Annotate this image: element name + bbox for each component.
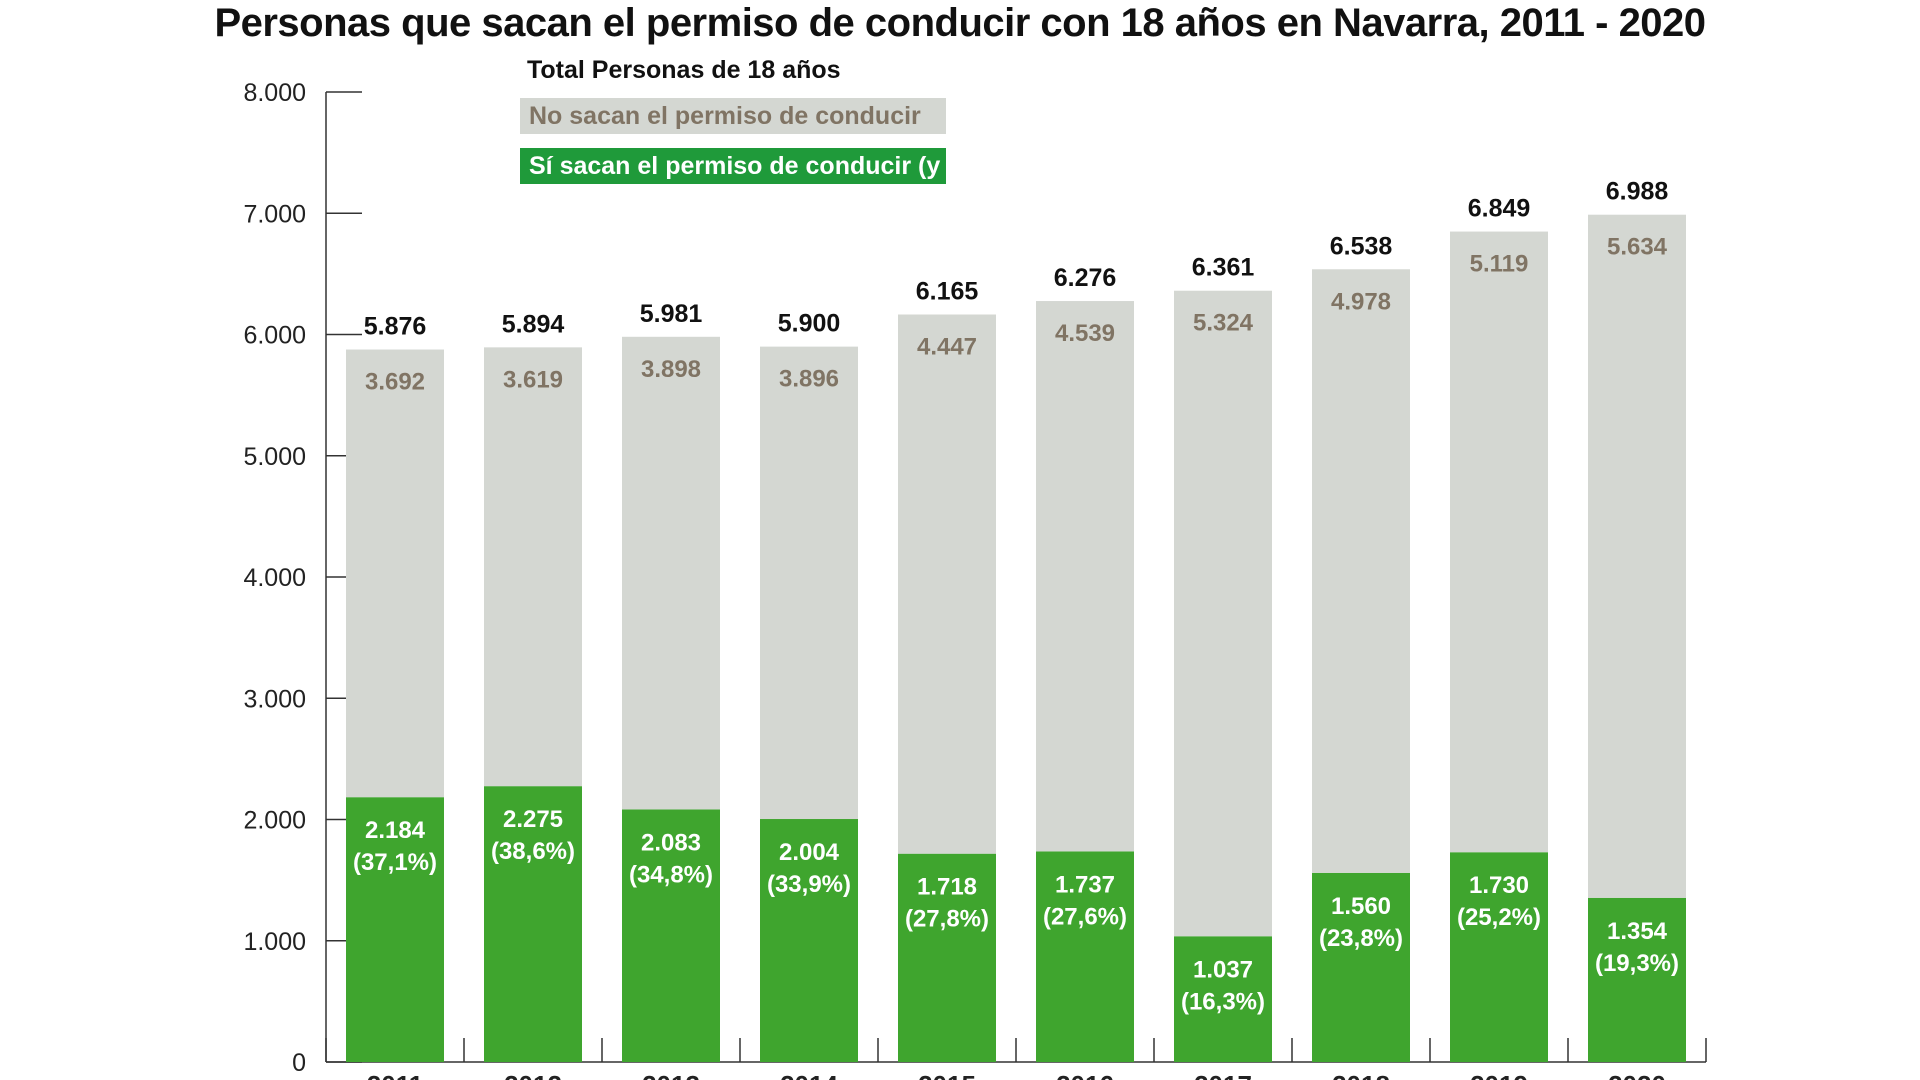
no-sacan-label: 4.978 (1331, 288, 1391, 315)
si-sacan-percent-label: (33,9%) (767, 871, 851, 898)
bar-no-sacan (346, 349, 444, 798)
bar-no-sacan (1036, 301, 1134, 852)
bar-si-sacan (1036, 851, 1134, 1062)
x-tick-label: 2020 (1608, 1070, 1666, 1080)
si-sacan-label: 2.083 (641, 829, 701, 856)
no-sacan-label: 5.119 (1470, 251, 1529, 278)
si-sacan-label: 2.184 (365, 817, 426, 844)
y-tick-label: 7.000 (243, 200, 306, 228)
si-sacan-percent-label: (37,1%) (353, 849, 437, 876)
x-tick-label: 2019 (1470, 1070, 1528, 1080)
bar-no-sacan (760, 346, 858, 820)
bar-si-sacan (1312, 872, 1410, 1062)
y-tick-label: 8.000 (243, 79, 306, 107)
x-tick-label: 2018 (1332, 1070, 1390, 1080)
total-label: 6.538 (1330, 232, 1393, 260)
no-sacan-label: 3.896 (779, 366, 839, 393)
no-sacan-label: 3.619 (503, 366, 563, 393)
si-sacan-percent-label: (16,3%) (1181, 988, 1265, 1015)
legend-no-sacan: No sacan el permiso de conducir (520, 98, 946, 134)
y-tick-label: 6.000 (243, 322, 306, 350)
si-sacan-label: 1.737 (1055, 871, 1115, 898)
si-sacan-percent-label: (27,8%) (905, 906, 989, 933)
bar-si-sacan (1588, 897, 1686, 1062)
bar-si-sacan (484, 786, 582, 1062)
x-tick-label: 2015 (918, 1070, 976, 1080)
si-sacan-label: 1.718 (917, 874, 977, 901)
no-sacan-label: 5.634 (1607, 234, 1668, 261)
si-sacan-label: 2.004 (779, 839, 840, 866)
bar-si-sacan (622, 809, 720, 1062)
si-sacan-label: 1.354 (1607, 918, 1668, 945)
si-sacan-label: 2.275 (503, 806, 563, 833)
chart-title: Personas que sacan el permiso de conduci… (214, 1, 1706, 45)
total-label: 6.165 (916, 277, 979, 305)
total-label: 5.900 (778, 310, 841, 338)
bar-no-sacan (1588, 214, 1686, 898)
bar-si-sacan (1450, 852, 1548, 1062)
bar-si-sacan (346, 797, 444, 1062)
total-label: 6.361 (1192, 254, 1255, 282)
bar-no-sacan (622, 336, 720, 810)
legend-si-sacan: Sí sacan el permiso de conducir (y %) (520, 148, 978, 184)
bar-no-sacan (1450, 231, 1548, 853)
y-tick-label: 1.000 (243, 928, 306, 956)
si-sacan-percent-label: (25,2%) (1457, 904, 1541, 931)
y-tick-label: 4.000 (243, 564, 306, 592)
x-tick-label: 2017 (1194, 1070, 1252, 1080)
si-sacan-percent-label: (27,6%) (1043, 903, 1127, 930)
no-sacan-label: 4.447 (917, 333, 977, 360)
total-label: 5.894 (502, 310, 565, 338)
bar-si-sacan (760, 819, 858, 1062)
x-tick-label: 2011 (367, 1070, 423, 1080)
y-tick-label: 3.000 (243, 685, 306, 713)
no-sacan-label: 3.898 (641, 356, 701, 383)
total-label: 6.988 (1606, 178, 1669, 206)
si-sacan-percent-label: (34,8%) (629, 861, 713, 888)
no-sacan-label: 4.539 (1055, 320, 1115, 347)
bar-si-sacan (898, 853, 996, 1062)
y-tick-label: 2.000 (243, 807, 306, 835)
total-label: 5.981 (640, 300, 703, 328)
total-label: 5.876 (364, 313, 427, 341)
y-tick-label: 5.000 (243, 443, 306, 471)
x-tick-label: 2012 (504, 1070, 562, 1080)
x-tick-label: 2016 (1056, 1070, 1114, 1080)
y-tick-label: 0 (292, 1049, 306, 1077)
si-sacan-percent-label: (23,8%) (1319, 925, 1403, 952)
bar-no-sacan (1174, 290, 1272, 937)
no-sacan-label: 3.692 (365, 369, 425, 396)
total-label: 6.849 (1468, 195, 1531, 223)
no-sacan-label: 5.324 (1193, 310, 1254, 337)
si-sacan-percent-label: (38,6%) (491, 838, 575, 865)
si-sacan-label: 1.730 (1469, 872, 1529, 899)
bar-no-sacan (1312, 269, 1410, 873)
bar-no-sacan (898, 314, 996, 854)
si-sacan-percent-label: (19,3%) (1595, 950, 1679, 977)
si-sacan-label: 1.560 (1331, 893, 1391, 920)
si-sacan-label: 1.037 (1193, 956, 1253, 983)
bar-si-sacan (1174, 936, 1272, 1062)
total-label: 6.276 (1054, 264, 1117, 292)
legend-total-label: Total Personas de 18 años (527, 56, 841, 84)
x-tick-label: 2013 (642, 1070, 700, 1080)
bar-no-sacan (484, 347, 582, 787)
x-tick-label: 2014 (780, 1070, 838, 1080)
